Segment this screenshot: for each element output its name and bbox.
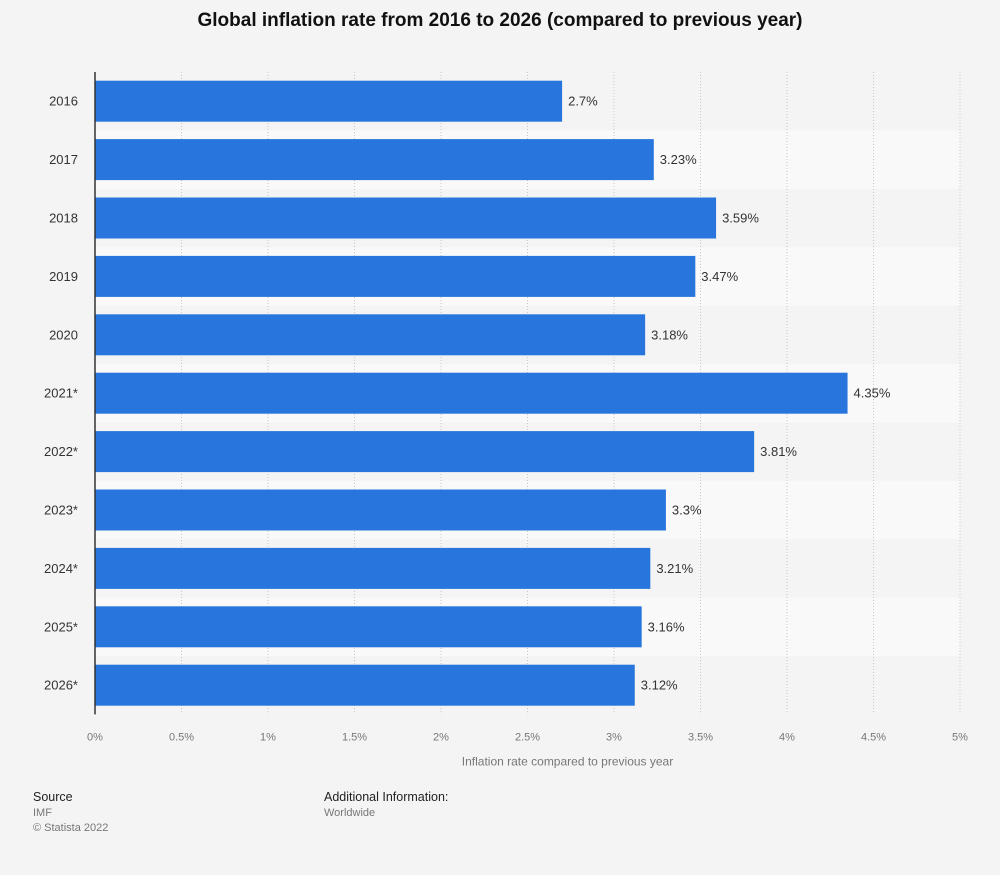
bar	[95, 314, 646, 356]
x-tick-label: 0.5%	[169, 731, 194, 743]
x-tick-label: 0%	[87, 731, 103, 743]
x-tick-label: 4%	[779, 731, 795, 743]
y-category-label: 2023*	[44, 503, 78, 518]
additional-info-text: Worldwide	[324, 807, 376, 819]
data-label: 3.47%	[701, 269, 738, 284]
data-label: 3.16%	[648, 619, 685, 634]
bar	[95, 139, 654, 181]
bar	[95, 431, 755, 473]
data-label: 3.59%	[722, 211, 759, 226]
data-label: 3.23%	[660, 152, 697, 167]
additional-info-heading: Additional Information:	[324, 790, 449, 804]
bar	[95, 80, 563, 122]
chart-title: Global inflation rate from 2016 to 2026 …	[197, 10, 803, 31]
bar	[95, 372, 848, 414]
y-category-label: 2020	[49, 327, 78, 342]
x-tick-label: 1.5%	[342, 731, 367, 743]
data-label: 4.35%	[854, 386, 891, 401]
x-tick-label: 2%	[433, 731, 449, 743]
data-label: 3.12%	[641, 678, 678, 693]
y-category-label: 2018	[49, 211, 78, 226]
bar	[95, 547, 651, 589]
y-category-label: 2026*	[44, 678, 78, 693]
copyright-text: © Statista 2022	[33, 822, 109, 834]
data-label: 3.81%	[760, 444, 797, 459]
bar	[95, 489, 666, 531]
y-category-label: 2022*	[44, 444, 78, 459]
bar	[95, 197, 717, 239]
x-tick-label: 5%	[952, 731, 968, 743]
y-category-label: 2019	[49, 269, 78, 284]
data-label: 3.3%	[672, 503, 702, 518]
source-heading: Source	[33, 790, 73, 804]
bar	[95, 255, 696, 297]
x-tick-label: 3.5%	[688, 731, 713, 743]
additional-info-block: Additional Information: Worldwide	[324, 790, 448, 821]
y-category-label: 2024*	[44, 561, 78, 576]
y-category-label: 2017	[49, 152, 78, 167]
bar	[95, 664, 635, 706]
x-tick-label: 2.5%	[515, 731, 540, 743]
bar-chart: 0% 0.5% 1% 1.5% 2% 2.5% 3% 3.5% 4% 4.5% 5% 2016 2.7%…	[44, 72, 968, 768]
y-category-label: 2025*	[44, 619, 78, 634]
data-label: 3.21%	[656, 561, 693, 576]
x-tick-label: 3%	[606, 731, 622, 743]
source-block: Source IMF © Statista 2022	[33, 790, 108, 836]
y-category-label: 2021*	[44, 386, 78, 401]
source-name: IMF	[33, 807, 52, 819]
data-label: 2.7%	[568, 94, 598, 109]
bar	[95, 606, 642, 648]
y-category-label: 2016	[49, 94, 78, 109]
data-label: 3.18%	[651, 327, 688, 342]
x-tick-label: 1%	[260, 731, 276, 743]
x-tick-label: 4.5%	[861, 731, 886, 743]
x-axis-title: Inflation rate compared to previous year	[462, 754, 673, 768]
